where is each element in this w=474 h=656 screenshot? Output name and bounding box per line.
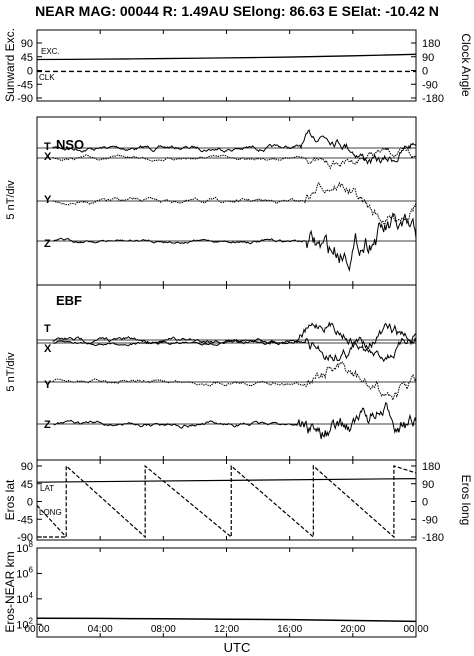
- time-tick-label: 20:00: [340, 624, 365, 635]
- right-tick-label: -180: [422, 93, 444, 105]
- log-tick-exponent: 2: [29, 616, 34, 625]
- left-tick-label: 0: [27, 66, 33, 78]
- component-label: Y: [44, 194, 52, 206]
- eros-long-line: [37, 464, 417, 539]
- component-label: X: [44, 343, 52, 355]
- component-trace: [52, 129, 417, 166]
- component-trace: [52, 401, 417, 440]
- eros-near-distance-line: [36, 617, 417, 623]
- sunward-panel-frame: [36, 29, 417, 102]
- ebf-ylabel: 5 nT/div: [5, 352, 17, 392]
- component-label: T: [44, 141, 51, 153]
- clock-angle-ylabel: Clock Angle: [459, 33, 473, 97]
- right-tick-label: -90: [422, 514, 438, 526]
- component-label: T: [44, 323, 51, 335]
- figure-title: NEAR MAG: 00044 R: 1.49AU SElong: 86.63 …: [35, 3, 439, 19]
- eros-series: [36, 464, 417, 539]
- nso-panel-label: NSO: [56, 137, 84, 152]
- ebf-panel-frame: [36, 284, 417, 461]
- component-trace: [52, 213, 417, 273]
- left-tick-label: 45: [21, 479, 33, 491]
- eros-long-ylabel: Eros long: [459, 475, 473, 526]
- sunward-series: [36, 53, 417, 73]
- left-tick-label: 45: [21, 52, 33, 64]
- left-tick-label: 0: [27, 497, 33, 509]
- log-tick-label: 104: [16, 591, 33, 606]
- sunward-excursion-line: [36, 53, 417, 61]
- log-tick-exponent: 8: [29, 540, 34, 549]
- clk-annotation: CLK: [39, 73, 55, 82]
- eros-tick-labels: 90 180 45 90 0 0 -45 -90 -90 -180: [17, 461, 444, 544]
- right-tick-label: -90: [422, 79, 438, 91]
- right-tick-label: 180: [422, 461, 440, 473]
- right-tick-label: 0: [422, 497, 428, 509]
- component-label: Z: [44, 419, 51, 431]
- exc-annotation: EXC.: [41, 47, 60, 56]
- time-tick-label: 00:00: [24, 624, 49, 635]
- component-trace: [52, 321, 417, 363]
- component-trace: [52, 361, 417, 402]
- nso-ylabel: 5 nT/div: [5, 180, 17, 220]
- time-axis-ticks: 00:00 04:00 08:00 12:00 16:00 20:00 00:00: [24, 30, 429, 637]
- ebf-traces: TX Y Z: [37, 321, 417, 440]
- left-tick-label: 90: [21, 461, 33, 473]
- right-tick-label: 90: [422, 52, 434, 64]
- time-tick-label: 16:00: [277, 624, 302, 635]
- distance-series: [36, 617, 417, 623]
- lat-annotation: LAT: [40, 484, 54, 493]
- sunward-ylabel: Sunward Exc.: [3, 28, 17, 102]
- time-tick-label: 08:00: [151, 624, 176, 635]
- time-tick-label: 04:00: [88, 624, 113, 635]
- eros-lat-line: [36, 478, 417, 483]
- eros-panel-frame: [36, 459, 417, 541]
- long-annotation: LONG: [39, 508, 62, 517]
- right-tick-label: 180: [422, 38, 440, 50]
- component-trace: [52, 146, 417, 170]
- left-tick-label: -90: [17, 532, 33, 544]
- log-tick-exponent: 6: [29, 565, 34, 574]
- time-tick-label: 12:00: [214, 624, 239, 635]
- component-label: Y: [44, 379, 52, 391]
- right-tick-label: 90: [422, 479, 434, 491]
- log-tick-label: 108: [16, 540, 33, 555]
- nso-traces: TX Y Z: [37, 129, 417, 273]
- component-trace: [52, 181, 417, 226]
- component-label: X: [44, 151, 52, 163]
- ebf-panel-label: EBF: [56, 293, 82, 308]
- right-tick-label: 0: [422, 66, 428, 78]
- log-tick-exponent: 4: [29, 591, 34, 600]
- component-label: Z: [44, 238, 51, 250]
- right-tick-label: -180: [422, 532, 444, 544]
- log-tick-label: 106: [16, 565, 33, 580]
- x-axis-label: UTC: [224, 640, 251, 655]
- eros-lat-ylabel: Eros lat: [3, 479, 17, 520]
- left-tick-label: -45: [17, 514, 33, 526]
- distance-ylabel: Eros-NEAR km: [3, 551, 17, 632]
- left-tick-label: -45: [17, 79, 33, 91]
- eros-long-initial-segment: [36, 505, 67, 538]
- component-trace: [52, 322, 417, 362]
- left-tick-label: 90: [21, 38, 33, 50]
- time-tick-label: 00:00: [403, 624, 428, 635]
- left-tick-label: -90: [17, 93, 33, 105]
